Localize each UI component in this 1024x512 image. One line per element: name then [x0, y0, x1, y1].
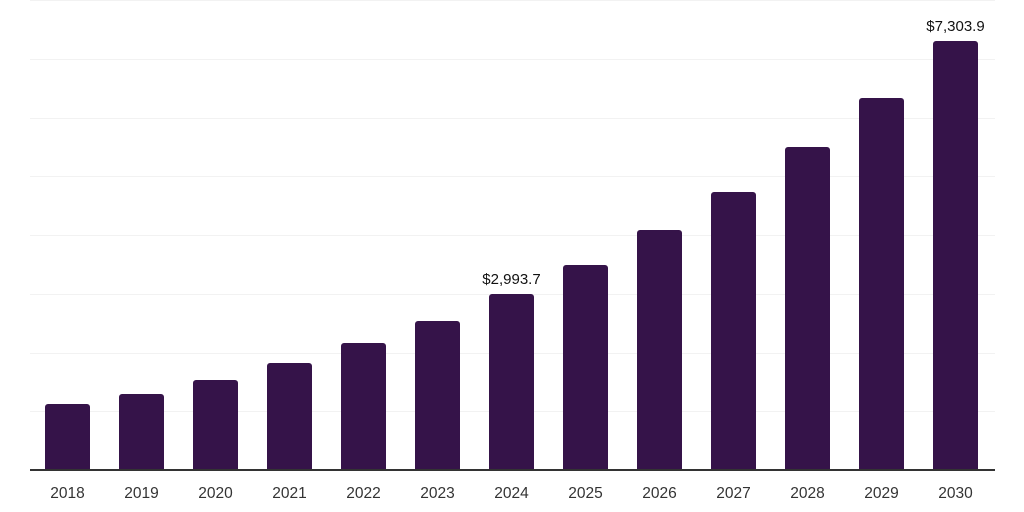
bar-2027 — [711, 192, 756, 470]
x-tick-label-2022: 2022 — [346, 485, 381, 502]
gridline-6000 — [30, 117, 995, 119]
x-tick-label-2020: 2020 — [198, 485, 233, 502]
x-tick-label-2023: 2023 — [420, 485, 455, 502]
bar-2022 — [341, 343, 386, 470]
bar-2020 — [193, 380, 238, 470]
bar-2025 — [563, 264, 608, 470]
bar-2023 — [415, 320, 460, 470]
x-tick-label-2018: 2018 — [50, 485, 85, 502]
x-tick-label-2027: 2027 — [716, 485, 751, 502]
gridline-5000 — [30, 176, 995, 178]
x-tick-label-2024: 2024 — [494, 485, 529, 502]
x-tick-label-2019: 2019 — [124, 485, 159, 502]
bar-2019 — [119, 394, 164, 470]
x-axis-line — [30, 469, 995, 471]
data-label-2030: $7,303.9 — [926, 17, 985, 35]
bar-2021 — [267, 363, 312, 470]
x-tick-label-2026: 2026 — [642, 485, 677, 502]
bar-2029 — [859, 98, 904, 470]
x-tick-label-2028: 2028 — [790, 485, 825, 502]
x-tick-label-2030: 2030 — [938, 485, 973, 502]
data-label-2024: $2,993.7 — [482, 271, 541, 289]
bar-2024 — [489, 294, 534, 470]
x-tick-label-2029: 2029 — [864, 485, 899, 502]
bar-2026 — [637, 230, 682, 470]
gridline-8000 — [30, 0, 995, 1]
bar-2030 — [933, 40, 978, 470]
plot-area: $2,993.7 $7,303.9 — [30, 0, 995, 471]
x-tick-label-2021: 2021 — [272, 485, 307, 502]
gridline-4000 — [30, 235, 995, 236]
bar-2018 — [45, 404, 90, 470]
bar-2028 — [785, 146, 830, 470]
x-tick-label-2025: 2025 — [568, 485, 603, 502]
gridline-7000 — [30, 58, 995, 60]
